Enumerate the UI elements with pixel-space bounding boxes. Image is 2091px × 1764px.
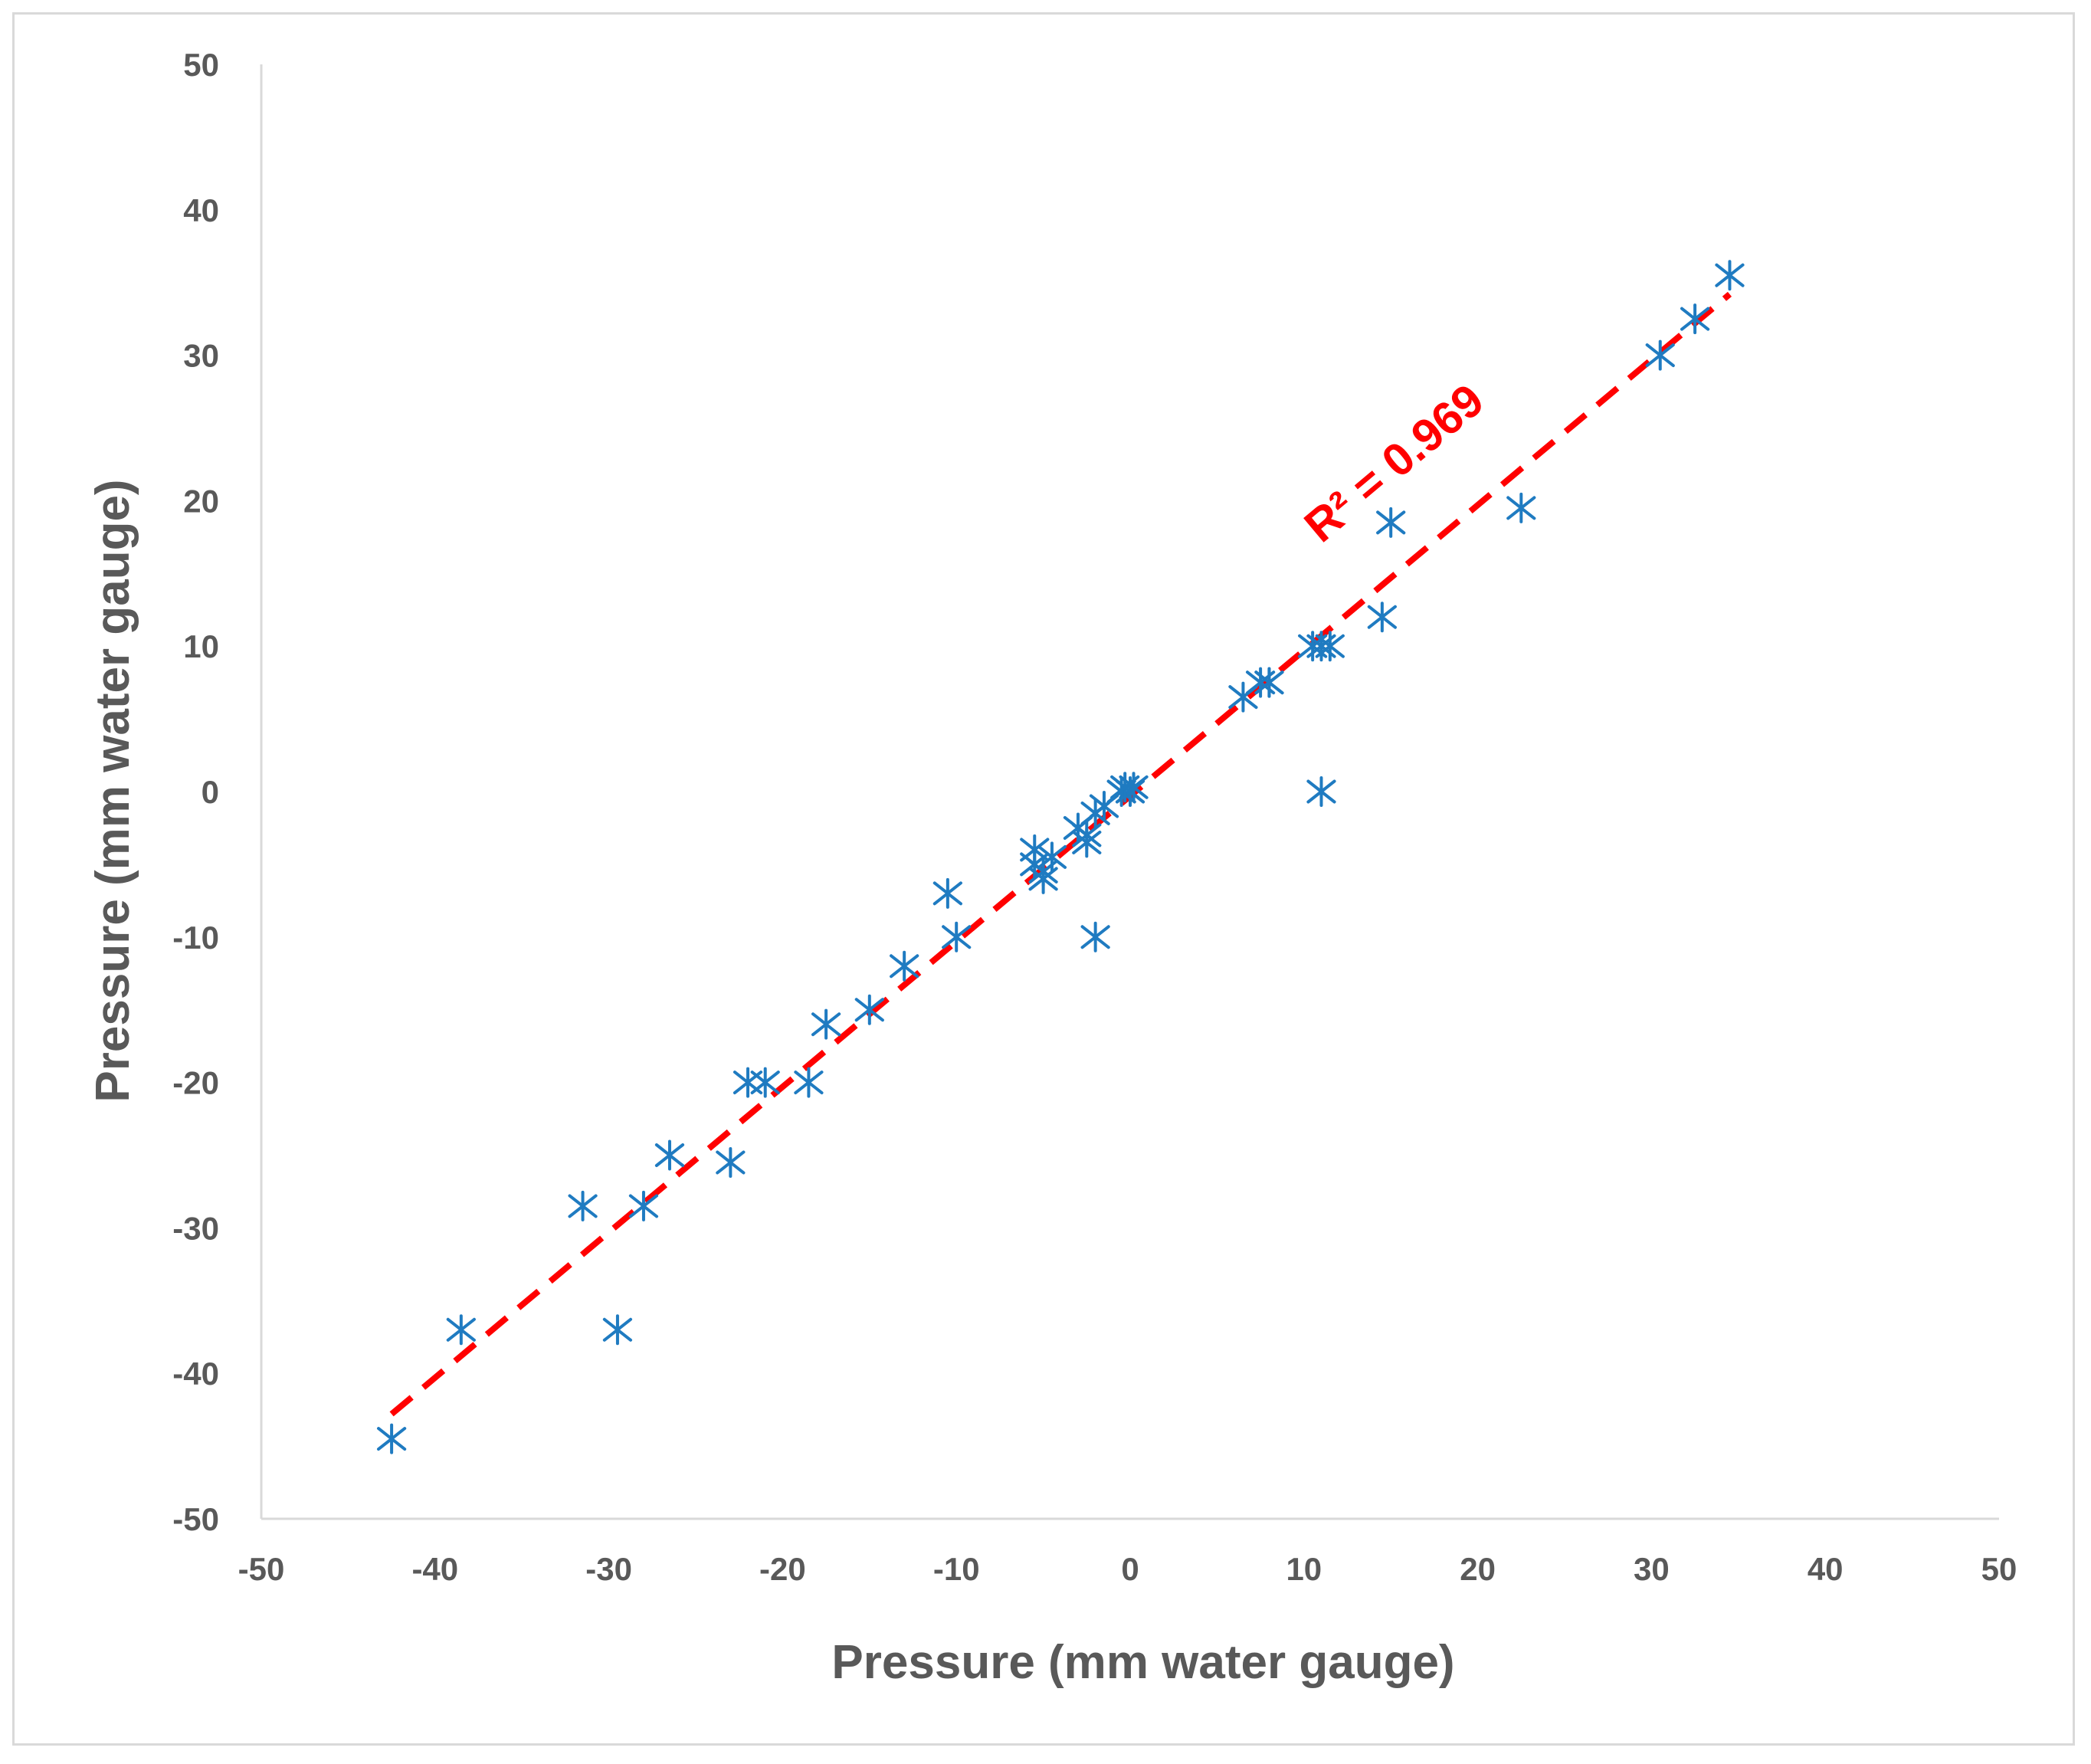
data-point-stroke-diag-b xyxy=(377,1427,407,1451)
data-point xyxy=(1506,492,1536,523)
x-tick-label: -50 xyxy=(238,1551,285,1587)
data-point xyxy=(1072,827,1102,858)
data-point xyxy=(602,1314,633,1346)
x-tick-label: 50 xyxy=(1981,1551,2017,1587)
data-point-stroke-diag-b xyxy=(750,1071,780,1095)
data-point-stroke-diag-b xyxy=(932,881,962,906)
x-tick-label: -10 xyxy=(933,1551,980,1587)
data-point-stroke-diag-b xyxy=(446,1317,476,1342)
trendline-group xyxy=(389,291,1732,1417)
y-tick-label: 10 xyxy=(183,628,219,664)
data-point xyxy=(1376,507,1406,538)
data-point-stroke-diag-b xyxy=(568,1194,598,1218)
data-point-stroke-diag-b xyxy=(1506,496,1536,520)
y-tick-label: -40 xyxy=(172,1356,219,1392)
y-tick-label: 40 xyxy=(183,192,219,228)
data-point xyxy=(942,921,972,952)
data-point xyxy=(811,1008,841,1040)
data-point xyxy=(750,1067,780,1098)
y-tick-label: 0 xyxy=(202,774,219,810)
x-tick-label: -40 xyxy=(411,1551,458,1587)
data-point xyxy=(1254,667,1284,698)
data-point xyxy=(1315,631,1345,662)
data-point xyxy=(654,1139,685,1171)
data-point-stroke-diag-b xyxy=(1376,510,1406,535)
data-point xyxy=(890,950,919,982)
data-point-stroke-diag-b xyxy=(1254,671,1284,695)
data-point-stroke-diag-b xyxy=(942,925,972,949)
x-tick-label: 0 xyxy=(1121,1551,1139,1587)
x-tick-label: -30 xyxy=(585,1551,632,1587)
data-point-stroke-diag-b xyxy=(1715,263,1745,287)
x-tick-label: 30 xyxy=(1634,1551,1670,1587)
y-tick-labels: -50 -40 -30 -20 -10 0 10 20 30 40 50 xyxy=(172,47,219,1537)
data-point-stroke-diag-b xyxy=(1028,867,1058,891)
y-axis-title: Pressure (mm water gauge) xyxy=(87,479,139,1102)
data-point-stroke-diag-b xyxy=(1680,307,1710,331)
x-tick-label: 20 xyxy=(1460,1551,1496,1587)
data-point xyxy=(1715,260,1745,291)
y-tick-label: 20 xyxy=(183,483,219,519)
data-point xyxy=(854,994,884,1025)
x-axis-title: Pressure (mm water gauge) xyxy=(831,1636,1454,1689)
data-points xyxy=(377,260,1745,1454)
data-point-stroke-diag-b xyxy=(628,1194,659,1218)
data-point-stroke-diag-b xyxy=(1367,605,1397,629)
y-tick-label: -10 xyxy=(172,920,219,956)
data-point-stroke-diag-b xyxy=(716,1150,746,1175)
data-point-stroke-diag-b xyxy=(811,1012,841,1037)
x-tick-labels: -50 -40 -30 -20 -10 0 10 20 30 40 50 xyxy=(238,1551,2017,1587)
data-point xyxy=(716,1146,746,1178)
data-point-stroke-diag-b xyxy=(654,1143,685,1167)
data-point xyxy=(1080,921,1110,952)
y-tick-label: -30 xyxy=(172,1210,219,1246)
data-point xyxy=(932,877,962,909)
y-tick-label: 30 xyxy=(183,338,219,374)
data-point-stroke-diag-b xyxy=(1645,343,1675,368)
trendline xyxy=(389,291,1732,1417)
data-point xyxy=(794,1067,824,1098)
data-point-stroke-diag-b xyxy=(794,1071,824,1095)
y-tick-label: 50 xyxy=(183,47,219,83)
data-point xyxy=(628,1190,659,1221)
data-point xyxy=(446,1314,476,1346)
x-tick-label: 40 xyxy=(1808,1551,1844,1587)
data-point xyxy=(1028,863,1058,894)
data-point xyxy=(1110,772,1140,803)
data-point xyxy=(1680,303,1710,335)
data-point xyxy=(377,1423,407,1454)
data-point-stroke-diag-b xyxy=(1080,925,1110,949)
data-point-stroke-diag-b xyxy=(1072,830,1102,854)
data-point-stroke-diag-b xyxy=(1306,779,1336,804)
data-point xyxy=(568,1190,598,1221)
data-point xyxy=(1306,776,1336,807)
data-point-stroke-diag-b xyxy=(854,998,884,1022)
data-point-stroke-diag-b xyxy=(890,954,919,979)
x-tick-label: 10 xyxy=(1286,1551,1322,1587)
x-tick-label: -20 xyxy=(759,1551,806,1587)
data-point-stroke-diag-b xyxy=(602,1317,633,1342)
data-point xyxy=(1367,602,1397,633)
y-tick-label: -20 xyxy=(172,1065,219,1101)
data-point-stroke-diag-b xyxy=(1315,634,1345,658)
data-point-stroke-diag-b xyxy=(1110,775,1140,799)
y-tick-label: -50 xyxy=(172,1501,219,1537)
data-point xyxy=(1645,339,1675,371)
